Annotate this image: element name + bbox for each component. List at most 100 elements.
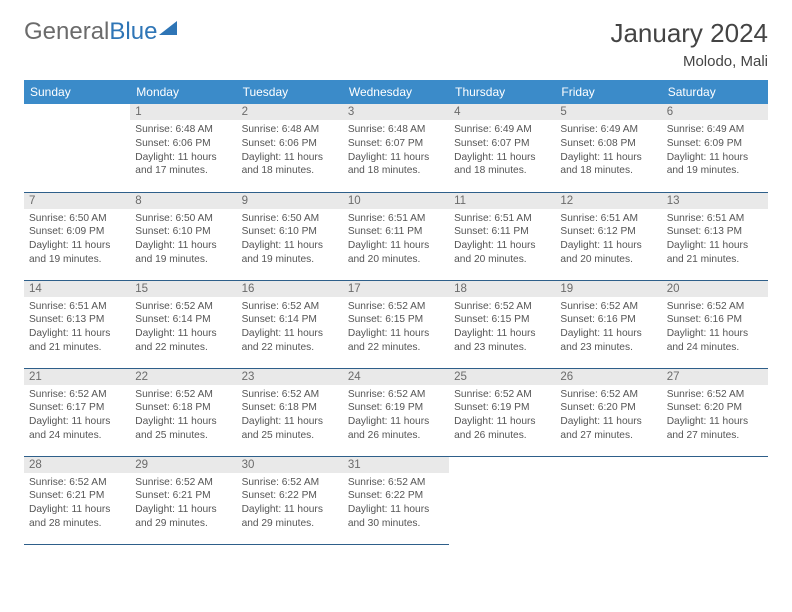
day-of-week-row: Sunday Monday Tuesday Wednesday Thursday… [24,80,768,104]
dow-thursday: Thursday [449,80,555,104]
daylight-text: Daylight: 11 hours and 21 minutes. [29,327,125,355]
calendar-day-cell: 8Sunrise: 6:50 AMSunset: 6:10 PMDaylight… [130,192,236,280]
page-header: GeneralBlue January 2024 Molodo, Mali [24,18,768,70]
calendar-day-cell: 6Sunrise: 6:49 AMSunset: 6:09 PMDaylight… [662,104,768,192]
sunset-text: Sunset: 6:14 PM [242,313,338,327]
day-number: 25 [449,369,555,385]
calendar-day-cell: 3Sunrise: 6:48 AMSunset: 6:07 PMDaylight… [343,104,449,192]
daylight-text: Daylight: 11 hours and 17 minutes. [135,151,231,179]
day-info: Sunrise: 6:52 AMSunset: 6:16 PMDaylight:… [555,297,661,360]
calendar-day-cell: 13Sunrise: 6:51 AMSunset: 6:13 PMDayligh… [662,192,768,280]
sunrise-text: Sunrise: 6:51 AM [454,212,550,226]
calendar-day-cell: 4Sunrise: 6:49 AMSunset: 6:07 PMDaylight… [449,104,555,192]
day-number: 6 [662,104,768,120]
sunset-text: Sunset: 6:15 PM [454,313,550,327]
sunrise-text: Sunrise: 6:52 AM [29,476,125,490]
calendar-day-cell: 26Sunrise: 6:52 AMSunset: 6:20 PMDayligh… [555,368,661,456]
sunrise-text: Sunrise: 6:51 AM [348,212,444,226]
sunset-text: Sunset: 6:13 PM [29,313,125,327]
sunrise-text: Sunrise: 6:48 AM [348,123,444,137]
day-number: 24 [343,369,449,385]
dow-tuesday: Tuesday [237,80,343,104]
day-number: 21 [24,369,130,385]
sunset-text: Sunset: 6:16 PM [560,313,656,327]
sunset-text: Sunset: 6:21 PM [135,489,231,503]
day-number: 5 [555,104,661,120]
daylight-text: Daylight: 11 hours and 25 minutes. [242,415,338,443]
calendar-day-cell: 2Sunrise: 6:48 AMSunset: 6:06 PMDaylight… [237,104,343,192]
day-number: 18 [449,281,555,297]
calendar-week-row: 21Sunrise: 6:52 AMSunset: 6:17 PMDayligh… [24,368,768,456]
daylight-text: Daylight: 11 hours and 20 minutes. [560,239,656,267]
day-number: 12 [555,193,661,209]
dow-saturday: Saturday [662,80,768,104]
sunrise-text: Sunrise: 6:49 AM [667,123,763,137]
day-number: 17 [343,281,449,297]
daylight-text: Daylight: 11 hours and 21 minutes. [667,239,763,267]
day-number: 23 [237,369,343,385]
sunset-text: Sunset: 6:06 PM [242,137,338,151]
location-label: Molodo, Mali [610,53,768,70]
day-number: 13 [662,193,768,209]
sunrise-text: Sunrise: 6:52 AM [667,300,763,314]
daylight-text: Daylight: 11 hours and 26 minutes. [348,415,444,443]
sunrise-text: Sunrise: 6:52 AM [135,388,231,402]
calendar-day-cell: 9Sunrise: 6:50 AMSunset: 6:10 PMDaylight… [237,192,343,280]
logo: GeneralBlue [24,18,177,46]
calendar-blank-cell [555,456,661,544]
sunset-text: Sunset: 6:12 PM [560,225,656,239]
daylight-text: Daylight: 11 hours and 29 minutes. [135,503,231,531]
day-info: Sunrise: 6:49 AMSunset: 6:08 PMDaylight:… [555,120,661,183]
sunset-text: Sunset: 6:10 PM [135,225,231,239]
sunset-text: Sunset: 6:06 PM [135,137,231,151]
day-number: 1 [130,104,236,120]
sunrise-text: Sunrise: 6:52 AM [560,300,656,314]
day-info: Sunrise: 6:52 AMSunset: 6:14 PMDaylight:… [130,297,236,360]
sunset-text: Sunset: 6:20 PM [667,401,763,415]
calendar-day-cell: 30Sunrise: 6:52 AMSunset: 6:22 PMDayligh… [237,456,343,544]
day-number: 28 [24,457,130,473]
sunrise-text: Sunrise: 6:52 AM [348,300,444,314]
day-info: Sunrise: 6:52 AMSunset: 6:19 PMDaylight:… [343,385,449,448]
day-info: Sunrise: 6:51 AMSunset: 6:13 PMDaylight:… [24,297,130,360]
sunrise-text: Sunrise: 6:50 AM [135,212,231,226]
calendar-day-cell: 29Sunrise: 6:52 AMSunset: 6:21 PMDayligh… [130,456,236,544]
sunrise-text: Sunrise: 6:50 AM [29,212,125,226]
logo-triangle-icon [159,21,177,35]
daylight-text: Daylight: 11 hours and 18 minutes. [242,151,338,179]
sunrise-text: Sunrise: 6:52 AM [348,476,444,490]
day-number: 8 [130,193,236,209]
day-number: 14 [24,281,130,297]
day-info: Sunrise: 6:52 AMSunset: 6:22 PMDaylight:… [237,473,343,536]
day-info: Sunrise: 6:49 AMSunset: 6:07 PMDaylight:… [449,120,555,183]
day-number: 27 [662,369,768,385]
sunset-text: Sunset: 6:19 PM [348,401,444,415]
daylight-text: Daylight: 11 hours and 18 minutes. [560,151,656,179]
daylight-text: Daylight: 11 hours and 22 minutes. [242,327,338,355]
sunset-text: Sunset: 6:15 PM [348,313,444,327]
sunset-text: Sunset: 6:22 PM [242,489,338,503]
calendar-blank-cell [662,456,768,544]
title-block: January 2024 Molodo, Mali [610,18,768,70]
sunset-text: Sunset: 6:17 PM [29,401,125,415]
sunrise-text: Sunrise: 6:48 AM [242,123,338,137]
daylight-text: Daylight: 11 hours and 25 minutes. [135,415,231,443]
daylight-text: Daylight: 11 hours and 22 minutes. [348,327,444,355]
sunrise-text: Sunrise: 6:52 AM [242,300,338,314]
day-number: 31 [343,457,449,473]
calendar-day-cell: 28Sunrise: 6:52 AMSunset: 6:21 PMDayligh… [24,456,130,544]
sunset-text: Sunset: 6:19 PM [454,401,550,415]
month-title: January 2024 [610,18,768,49]
sunrise-text: Sunrise: 6:52 AM [560,388,656,402]
sunset-text: Sunset: 6:11 PM [454,225,550,239]
dow-friday: Friday [555,80,661,104]
sunrise-text: Sunrise: 6:52 AM [29,388,125,402]
day-number: 19 [555,281,661,297]
day-info: Sunrise: 6:52 AMSunset: 6:21 PMDaylight:… [24,473,130,536]
calendar-week-row: 7Sunrise: 6:50 AMSunset: 6:09 PMDaylight… [24,192,768,280]
sunrise-text: Sunrise: 6:52 AM [135,300,231,314]
calendar-day-cell: 19Sunrise: 6:52 AMSunset: 6:16 PMDayligh… [555,280,661,368]
day-info: Sunrise: 6:50 AMSunset: 6:09 PMDaylight:… [24,209,130,272]
sunrise-text: Sunrise: 6:48 AM [135,123,231,137]
day-info: Sunrise: 6:51 AMSunset: 6:13 PMDaylight:… [662,209,768,272]
